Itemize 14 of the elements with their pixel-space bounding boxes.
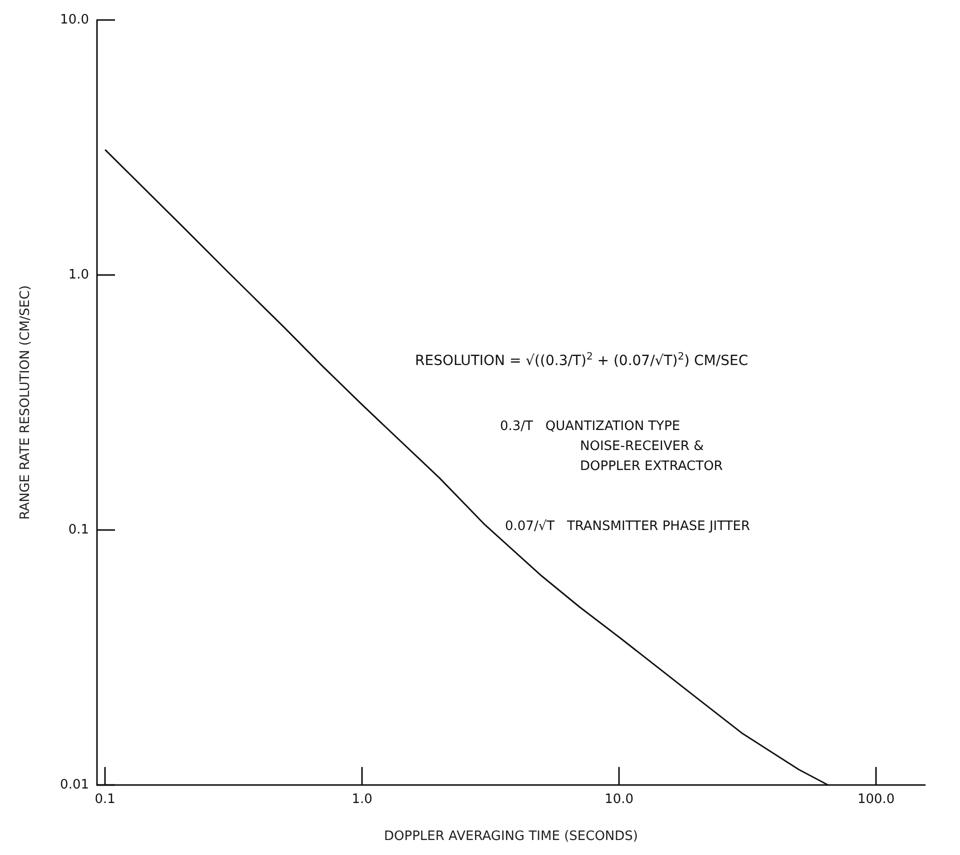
annotation: 0.07/√T TRANSMITTER PHASE JITTER — [505, 519, 750, 534]
annotation: 0.3/T QUANTIZATION TYPE — [500, 419, 680, 434]
x-tick-label: 0.1 — [94, 792, 116, 807]
annotation: NOISE-RECEIVER & — [580, 439, 704, 454]
annotation: DOPPLER EXTRACTOR — [580, 459, 723, 474]
x-tick-label: 1.0 — [352, 792, 372, 807]
y-tick-label: 10.0 — [60, 12, 89, 28]
y-tick-label: 0.01 — [60, 778, 89, 792]
y-axis-title: RANGE RATE RESOLUTION (CM/SEC) — [18, 285, 33, 520]
x-tick-label: 100.0 — [857, 792, 895, 807]
x-tick-label: 10.0 — [604, 792, 634, 807]
y-tick-label: 1.0 — [68, 268, 89, 282]
y-tick-label: 0.1 — [68, 522, 89, 538]
x-axis-title: DOPPLER AVERAGING TIME (SECONDS) — [384, 829, 638, 844]
